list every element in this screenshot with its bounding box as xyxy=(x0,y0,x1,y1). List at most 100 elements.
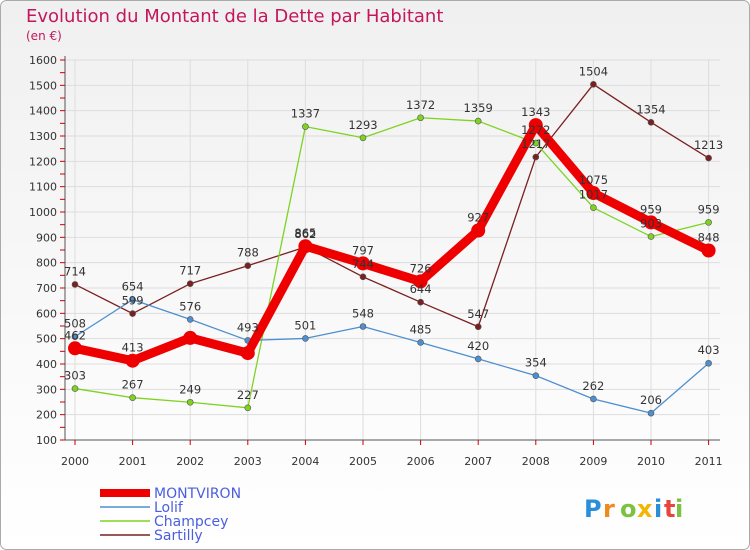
logo-letter: x xyxy=(637,495,653,523)
x-tick-label: 2000 xyxy=(61,455,89,468)
point-montviron xyxy=(528,118,543,133)
data-label-montviron: 1075 xyxy=(579,173,608,187)
data-label-champcey: 1372 xyxy=(406,98,435,112)
data-label-sartilly: 862 xyxy=(294,227,316,241)
data-label-lolif: 576 xyxy=(179,299,201,313)
point-sartilly xyxy=(590,81,597,88)
point-lolif xyxy=(474,355,482,363)
point-montviron xyxy=(471,223,486,238)
y-tick-label: 900 xyxy=(36,231,57,244)
point-lolif xyxy=(359,323,367,330)
data-label-sartilly: 1217 xyxy=(521,137,550,151)
chart-subtitle: (en €) xyxy=(26,29,62,43)
y-tick-label: 200 xyxy=(36,409,57,422)
data-label-montviron: 726 xyxy=(410,261,432,275)
data-label-champcey: 303 xyxy=(64,369,86,383)
data-label-lolif: 485 xyxy=(410,322,432,336)
data-label-lolif: 508 xyxy=(64,317,86,331)
point-sartilly xyxy=(244,262,252,270)
data-label-champcey: 1017 xyxy=(579,188,608,202)
data-label-montviron: 865 xyxy=(294,226,316,240)
x-axis: 2000 2001 2002 2003 2004 2005 2006 2007 2008 2009… xyxy=(61,439,723,468)
point-sartilly xyxy=(532,153,540,161)
point-champcey xyxy=(590,204,597,211)
point-champcey xyxy=(359,134,367,142)
point-champcey xyxy=(474,117,482,125)
data-label-montviron: 959 xyxy=(640,202,662,216)
series-line-champcey xyxy=(74,117,710,409)
point-sartilly xyxy=(186,280,194,287)
y-tick-label: 700 xyxy=(36,282,57,295)
chart-title: Evolution du Montant de la Dette par Hab… xyxy=(26,6,443,27)
point-champcey xyxy=(244,404,252,412)
y-tick-label: 100 xyxy=(36,434,57,447)
point-lolif xyxy=(590,395,597,403)
x-tick-label: 2011 xyxy=(695,455,723,468)
x-tick-label: 2001 xyxy=(119,455,147,468)
legend-label-sartilly: Sartilly xyxy=(154,528,203,544)
point-lolif xyxy=(302,335,309,342)
y-axis: 100 200 300 400 500 600 700 800 900 1000 1100 1200 1… xyxy=(29,54,66,447)
data-label-champcey: 1359 xyxy=(464,101,493,115)
series-line-montviron xyxy=(70,120,714,366)
point-lolif xyxy=(417,339,424,346)
logo-letter: t xyxy=(664,495,675,523)
data-label-sartilly: 744 xyxy=(352,257,374,271)
data-label-lolif: 354 xyxy=(525,356,547,370)
point-champcey xyxy=(417,114,424,122)
data-label-champcey: 227 xyxy=(237,388,259,402)
point-champcey xyxy=(186,398,194,406)
point-montviron xyxy=(413,274,428,289)
point-champcey xyxy=(532,139,540,147)
data-label-sartilly: 714 xyxy=(64,264,86,278)
data-label-lolif: 206 xyxy=(640,393,662,407)
point-lolif xyxy=(129,296,136,303)
grid xyxy=(65,59,720,441)
data-label-lolif: 654 xyxy=(122,280,144,294)
data-label-montviron: 1343 xyxy=(521,105,550,119)
data-label-champcey: 1272 xyxy=(521,123,550,137)
point-champcey xyxy=(71,385,79,392)
series-line-sartilly xyxy=(74,83,710,328)
y-tick-label: 300 xyxy=(36,383,57,396)
legend-label-lolif: Lolif xyxy=(154,500,184,516)
data-label-sartilly: 717 xyxy=(179,264,201,278)
data-label-montviron: 462 xyxy=(64,328,86,342)
x-tick-label: 2006 xyxy=(407,455,435,468)
point-lolif xyxy=(647,409,655,417)
data-labels: 462 413 865 797 726 927 1343 1075 959 848 508 654 57… xyxy=(64,64,723,407)
logo-letter: P xyxy=(584,495,602,523)
y-tick-label: 1500 xyxy=(29,79,57,92)
data-label-sartilly: 547 xyxy=(467,307,489,321)
y-tick-label: 1200 xyxy=(29,155,57,168)
data-label-lolif: 501 xyxy=(294,318,316,332)
data-label-montviron: 848 xyxy=(698,231,720,245)
logo-letter: r xyxy=(603,495,615,523)
y-tick-label: 500 xyxy=(36,333,57,346)
point-sartilly xyxy=(647,119,655,126)
x-tick-label: 2010 xyxy=(637,455,665,468)
point-lolif xyxy=(186,316,194,323)
data-label-sartilly: 644 xyxy=(410,282,432,296)
point-sartilly xyxy=(705,154,712,162)
data-label-champcey: 903 xyxy=(640,217,662,231)
point-montviron xyxy=(701,243,716,258)
point-montviron xyxy=(68,341,82,356)
data-label-champcey: 1337 xyxy=(291,107,320,121)
data-label-lolif: 420 xyxy=(467,339,489,353)
y-tick-label: 800 xyxy=(36,257,57,270)
point-champcey xyxy=(302,123,309,130)
point-champcey xyxy=(705,219,712,226)
series-group xyxy=(68,81,716,417)
y-tick-label: 1600 xyxy=(29,54,57,67)
series-line-lolif xyxy=(74,299,710,414)
x-tick-label: 2003 xyxy=(234,455,262,468)
point-montviron xyxy=(125,353,140,368)
data-label-montviron: 797 xyxy=(352,243,374,257)
point-champcey xyxy=(129,394,136,401)
point-sartilly xyxy=(474,323,482,331)
point-sartilly xyxy=(129,310,136,317)
x-tick-label: 2004 xyxy=(291,455,319,468)
